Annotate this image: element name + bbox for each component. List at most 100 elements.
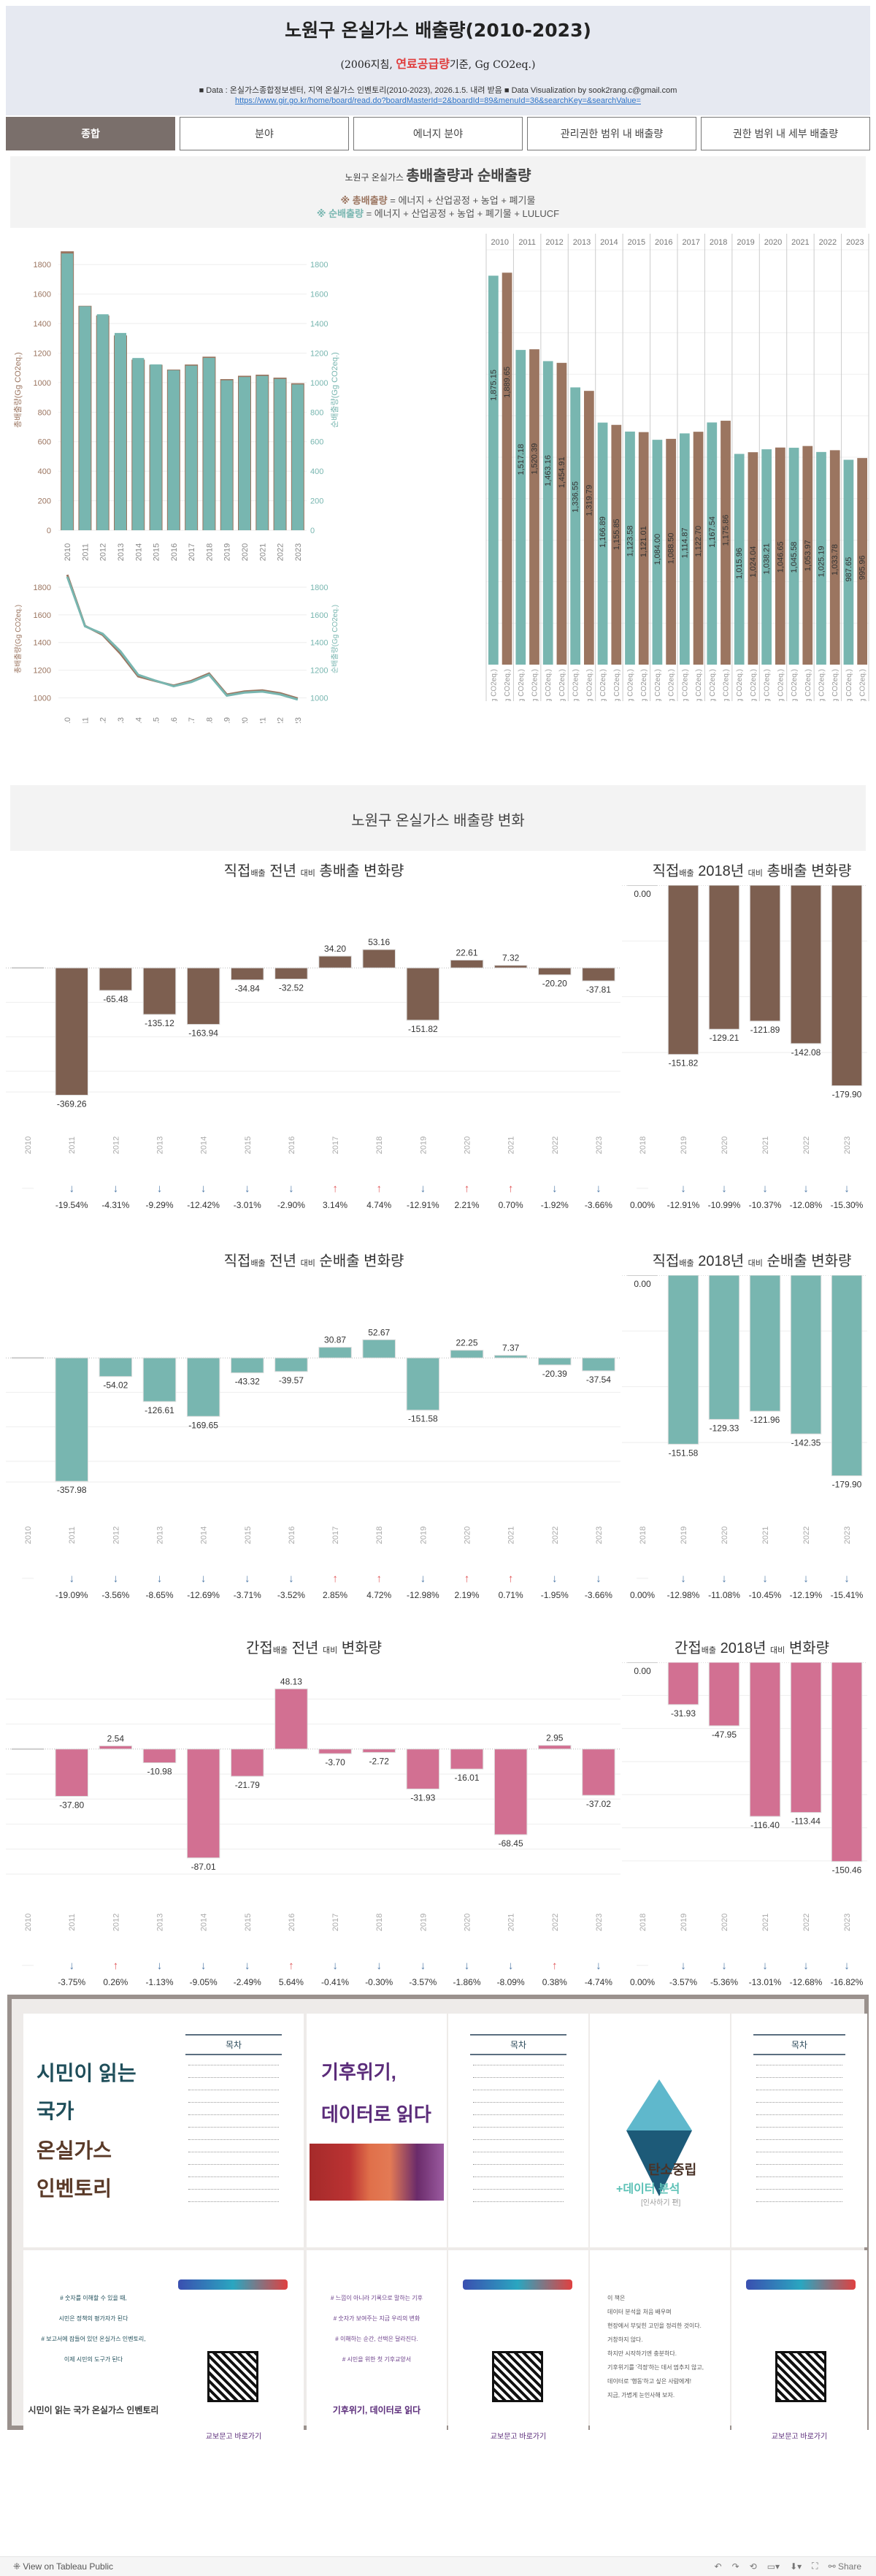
pct-change-label: -9.05% <box>190 1977 218 1987</box>
share-button[interactable]: ⚯ Share <box>829 2561 861 2572</box>
y-tick-left: 1800 <box>34 261 51 270</box>
bar-value-label: -20.20 <box>542 979 567 989</box>
change-bar <box>274 967 308 980</box>
revert-icon[interactable]: ⟲ <box>749 2561 757 2572</box>
book-card[interactable]: 목차 <box>164 2014 304 2247</box>
x-tick: 2011 <box>68 1136 77 1154</box>
change-bar <box>582 967 615 982</box>
change-bar <box>362 1748 396 1753</box>
bar-value-label: 48.13 <box>280 1676 302 1686</box>
x-tick: 2022 <box>551 1914 560 1931</box>
y-tick-right: 1600 <box>310 611 328 620</box>
bar-gross <box>556 362 567 665</box>
bar-value-label: -37.54 <box>586 1375 611 1385</box>
download-icon[interactable]: ⬇▾ <box>790 2561 802 2572</box>
book-card[interactable]: 기후위기, 데이터로 읽다 <box>307 2014 447 2247</box>
bar-value-label: -16.01 <box>454 1773 479 1783</box>
toc-line <box>756 2139 842 2140</box>
share-label: Share <box>837 2561 861 2572</box>
tab-sector[interactable]: 분야 <box>180 117 349 150</box>
row-label: 순배출량(Gg CO2eq.) <box>599 669 607 701</box>
bar-value-label: -179.90 <box>832 1480 862 1490</box>
toc-line <box>188 2077 279 2078</box>
chart-title-part: 2018년 <box>716 1640 771 1656</box>
bar-net <box>843 459 854 665</box>
bar-value-label: -142.35 <box>791 1437 821 1448</box>
arrow-up-icon: ↑ <box>288 1960 294 1972</box>
arrow-down-icon: ↓ <box>420 1960 426 1972</box>
tab-detailed-emissions[interactable]: 권한 범위 내 세부 배출량 <box>701 117 870 150</box>
bar-gross <box>666 438 676 665</box>
bar-gross <box>611 424 622 665</box>
tab-managed-emissions[interactable]: 관리권한 범위 내 배출량 <box>527 117 696 150</box>
x-tick: 2012 <box>112 1136 120 1154</box>
undo-icon[interactable]: ↶ <box>714 2561 722 2572</box>
toc-line <box>188 2139 279 2140</box>
book-card[interactable]: 교보문고 바로가기 <box>164 2250 304 2481</box>
change-bar <box>493 1748 528 1835</box>
book-card[interactable]: 이 책은 데이터 분석을 처음 배우며 현장에서 부딪힌 고민을 정리한 것이다. 거… <box>590 2250 730 2481</box>
x-tick: 2020 <box>721 1526 729 1544</box>
back-cover-line: # 느낌이 아니라 기록으로 말하는 기후 <box>331 2295 423 2301</box>
toc-line <box>473 2102 564 2103</box>
x-tick: 2013 <box>117 543 126 561</box>
y-tick-left: 1000 <box>34 379 51 388</box>
change-bar <box>708 1275 740 1420</box>
arrow-down-icon: ↓ <box>157 1960 163 1972</box>
bar-value-label: -151.58 <box>669 1448 699 1458</box>
arrow-down-icon: ↓ <box>721 1960 727 1972</box>
toc-line <box>473 2164 564 2165</box>
change-bar <box>831 885 863 1087</box>
bar-net <box>625 431 635 665</box>
book-card[interactable]: 시민이 읽는 국가 온실가스 인벤토리 <box>23 2014 164 2247</box>
bar-value-label: 22.25 <box>456 1338 477 1348</box>
book-card[interactable]: 목차 <box>731 2014 867 2247</box>
redo-icon[interactable]: ↷ <box>731 2561 739 2572</box>
y-tick-right: 1400 <box>310 320 328 329</box>
y-tick-right: 1800 <box>310 261 328 270</box>
x-tick: 2022 <box>277 717 285 723</box>
store-banner <box>178 2279 288 2290</box>
tab-summary[interactable]: 종합 <box>6 117 175 150</box>
back-cover-line: 시민은 정책의 평가자가 된다 <box>58 2315 128 2322</box>
pct-change-label: 4.74% <box>366 1200 391 1210</box>
section-header-changes: 노원구 온실가스 배출량 변화 <box>10 785 866 851</box>
source-link[interactable]: https://www.gir.go.kr/home/board/read.do… <box>235 96 641 105</box>
book-card[interactable]: 교보문고 바로가기 <box>731 2250 867 2481</box>
book-card[interactable]: 목차 <box>448 2014 588 2247</box>
x-tick: 2020 <box>464 1526 472 1544</box>
pct-change-label: -4.74% <box>585 1977 612 1987</box>
bar-net <box>788 448 799 665</box>
year-header: 2015 <box>628 238 645 247</box>
y-tick-right: 1000 <box>310 695 328 703</box>
book-card[interactable]: # 숫자를 이해할 수 있을 때, 시민은 정책의 평가자가 된다 # 보고서에 잠… <box>23 2250 164 2481</box>
bar-value-label: 1,024.04 <box>749 546 758 578</box>
cover-art <box>310 2144 444 2201</box>
refresh-icon[interactable]: ▭▾ <box>766 2561 780 2572</box>
pct-change-label: -12.19% <box>790 1590 823 1600</box>
x-tick: 2020 <box>241 717 250 723</box>
y-axis-label-right: 순배출량(Gg CO2eq.) <box>331 605 339 673</box>
cover-title-line: +데이터 분석 <box>616 2183 680 2195</box>
x-tick: 2023 <box>595 1914 604 1931</box>
toc-line <box>188 2114 279 2115</box>
bar-value-label: -87.01 <box>191 1862 216 1872</box>
y-tick-left: 1200 <box>34 667 51 676</box>
change-bar <box>318 1347 352 1358</box>
book-card[interactable]: # 느낌이 아니라 기록으로 말하는 기후 # 숫자가 보여주는 지금 우리의 변… <box>307 2250 447 2481</box>
book-card[interactable]: 탄소중립 +데이터 분석 [인사하기 편] <box>590 2014 730 2247</box>
section-title-changes: 노원구 온실가스 배출량 변화 <box>351 813 525 829</box>
x-tick: 2023 <box>595 1526 604 1544</box>
fullscreen-icon[interactable]: ⛶ <box>812 2561 818 2571</box>
toc-line <box>473 2176 564 2177</box>
bar-value-label: -54.02 <box>103 1380 128 1391</box>
book-card[interactable]: 교보문고 바로가기 <box>448 2250 588 2481</box>
row-label: 총배출량(Gg CO2eq.) <box>585 669 593 701</box>
tab-energy-sector[interactable]: 에너지 분야 <box>353 117 523 150</box>
bar-value-label: 1,463.16 <box>544 455 553 486</box>
pct-change-label: 2.19% <box>454 1590 479 1600</box>
change-bar <box>538 1357 572 1366</box>
bar-gross <box>638 432 649 665</box>
view-on-tableau-link[interactable]: ⁜ View on Tableau Public <box>13 2561 113 2572</box>
pct-change-label: -3.57% <box>409 1977 437 1987</box>
